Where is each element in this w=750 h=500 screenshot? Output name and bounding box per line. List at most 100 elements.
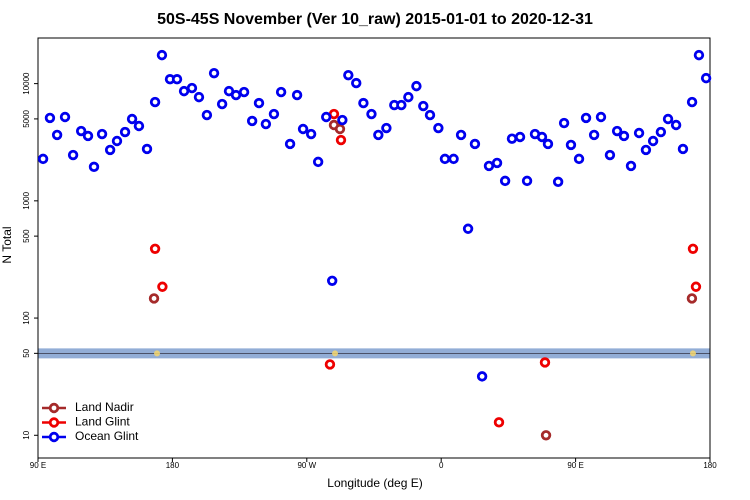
- data-point: [149, 96, 161, 108]
- data-point: [246, 115, 258, 127]
- data-point: [565, 139, 577, 151]
- data-point: [208, 67, 220, 79]
- data-point: [149, 243, 161, 254]
- legend-label: Land Glint: [75, 415, 130, 429]
- data-point: [558, 117, 570, 129]
- data-point: [439, 153, 451, 165]
- data-point: [193, 91, 205, 103]
- data-point: [499, 175, 511, 187]
- data-point: [297, 123, 309, 135]
- y-tick-label: 500: [22, 229, 31, 243]
- data-point: [343, 69, 354, 81]
- data-point: [51, 129, 63, 141]
- data-point: [618, 130, 630, 142]
- data-point: [148, 293, 160, 304]
- x-tick-label: 90 E: [30, 461, 46, 470]
- data-point: [238, 86, 250, 98]
- data-point: [111, 135, 123, 147]
- data-point: [75, 125, 87, 137]
- data-point: [337, 114, 348, 126]
- data-point: [514, 131, 526, 143]
- data-point: [119, 126, 131, 138]
- data-point: [625, 160, 637, 172]
- data-point: [133, 120, 145, 132]
- legend-label: Land Nadir: [75, 400, 134, 414]
- data-point: [552, 176, 564, 188]
- data-point: [604, 149, 616, 161]
- data-point: [37, 153, 49, 165]
- data-point: [677, 143, 689, 155]
- y-tick-label: 10: [22, 430, 31, 439]
- data-point: [469, 138, 481, 150]
- y-tick-label: 1000: [22, 191, 31, 209]
- y-axis-label: N Total: [0, 226, 14, 263]
- data-point: [686, 293, 698, 304]
- data-point: [326, 275, 338, 286]
- data-point: [260, 118, 272, 130]
- data-point: [588, 129, 600, 141]
- x-axis-label: Longitude (deg E): [327, 476, 422, 490]
- chart-title: 50S-45S November (Ver 10_raw) 2015-01-01…: [157, 11, 593, 28]
- data-point: [44, 112, 56, 124]
- x-tick-label: 180: [166, 461, 180, 470]
- data-point: [201, 109, 213, 121]
- minor-point: [154, 350, 161, 357]
- data-point: [611, 125, 623, 137]
- data-point: [335, 134, 347, 146]
- data-point: [396, 99, 407, 111]
- data-point: [351, 77, 362, 89]
- data-point: [655, 126, 667, 138]
- data-point: [540, 430, 552, 441]
- data-point: [670, 119, 682, 131]
- data-point: [59, 111, 71, 123]
- data-point: [411, 80, 422, 92]
- data-point: [157, 281, 168, 292]
- data-point: [305, 128, 317, 140]
- data-point: [373, 129, 384, 141]
- data-point: [381, 122, 392, 134]
- data-point: [506, 133, 518, 144]
- data-point: [687, 243, 699, 254]
- data-point: [536, 131, 548, 143]
- data-point: [82, 130, 94, 142]
- minor-point: [332, 350, 339, 357]
- data-point: [178, 85, 190, 97]
- data-point: [358, 97, 369, 109]
- data-point: [573, 153, 585, 165]
- data-point: [141, 143, 153, 155]
- data-point: [324, 359, 336, 370]
- y-tick-label: 10000: [22, 72, 31, 95]
- y-tick-label: 50: [22, 348, 31, 357]
- data-point: [216, 98, 228, 110]
- data-point: [686, 96, 698, 108]
- data-point: [284, 138, 296, 150]
- data-point: [448, 153, 459, 165]
- data-point: [334, 123, 346, 135]
- data-point: [424, 109, 436, 121]
- x-tick-label: 90 W: [297, 461, 316, 470]
- x-tick-label: 0: [439, 461, 444, 470]
- data-point: [96, 128, 108, 140]
- data-point: [156, 49, 168, 61]
- data-point: [366, 108, 377, 120]
- legend-marker: [48, 402, 60, 414]
- minor-point: [689, 350, 696, 357]
- plot-frame: [37, 37, 711, 459]
- data-point: [647, 135, 659, 147]
- data-point: [493, 417, 505, 428]
- data-point: [693, 49, 705, 61]
- data-point: [268, 108, 280, 120]
- data-point: [483, 160, 495, 172]
- y-tick-label: 5000: [22, 109, 31, 127]
- x-tick-label: 180: [703, 461, 717, 470]
- data-point: [186, 82, 198, 94]
- data-point: [275, 86, 287, 98]
- data-point: [539, 357, 551, 368]
- legend-marker: [48, 417, 60, 428]
- data-point: [321, 111, 332, 123]
- data-point: [521, 175, 533, 187]
- data-point: [88, 161, 100, 173]
- data-point: [230, 89, 242, 101]
- data-point: [491, 157, 503, 169]
